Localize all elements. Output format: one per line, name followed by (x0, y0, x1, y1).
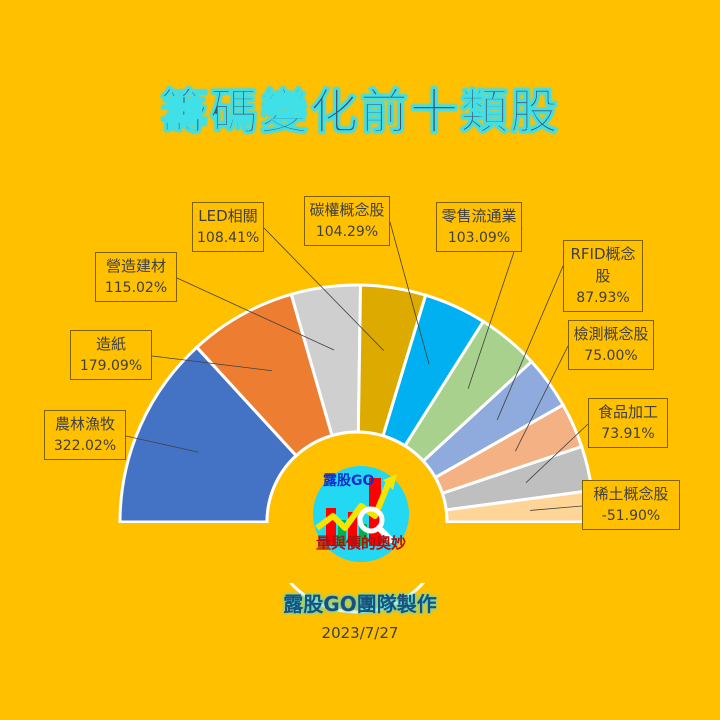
credit-text: 露股GO團隊製作 (283, 592, 437, 616)
leader-line (467, 227, 523, 389)
logo-brand: 露股GO (323, 473, 375, 489)
logo: 露股GO 量與價的奧妙 (305, 458, 415, 568)
leader-line (496, 265, 564, 420)
page-title: 籌碼變化前十類股 (159, 84, 560, 141)
data-label-value: -51.90% (601, 508, 661, 524)
leader-line (389, 221, 430, 365)
data-label-category: 稀土概念股 (593, 485, 669, 503)
data-label: RFID概念股 87.93% (563, 240, 643, 312)
data-label-category: 營造建材 (105, 257, 166, 275)
data-label-value: 75.00% (584, 348, 638, 364)
leader-line (176, 277, 335, 351)
data-label-value: 322.02% (53, 438, 117, 454)
leader-line (515, 345, 569, 452)
data-label-value: 87.93% (576, 290, 630, 306)
logo-slogan: 量與價的奧妙 (315, 534, 406, 552)
data-label: 造紙 179.09% (70, 330, 152, 380)
data-label-category: RFID概念股 (570, 245, 636, 285)
data-label-value: 115.02% (104, 280, 168, 296)
data-label-category: 碳權概念股 (309, 201, 385, 219)
data-label: 檢測概念股 75.00% (568, 320, 654, 370)
leader-line (125, 435, 199, 453)
data-label: 農林漁牧 322.02% (44, 410, 126, 460)
chart-magnifier-icon (315, 474, 397, 546)
data-label-value: 108.41% (197, 230, 260, 246)
data-label: 碳權概念股 104.29% (304, 196, 390, 246)
data-label-category: 造紙 (95, 335, 126, 353)
data-label: 零售流通業 103.09% (436, 202, 522, 252)
data-label-value: 73.91% (601, 426, 655, 442)
data-label-category: 零售流通業 (441, 207, 517, 225)
leader-line (263, 227, 384, 351)
leader-line (525, 423, 589, 483)
data-label-category: LED相關 (198, 207, 258, 225)
data-label: 稀土概念股 -51.90% (582, 480, 680, 530)
data-label: 食品加工 73.91% (588, 398, 668, 448)
data-label-category: 食品加工 (597, 403, 658, 421)
data-label-category: 農林漁牧 (54, 415, 115, 433)
leader-line (151, 355, 273, 372)
data-label: 營造建材 115.02% (95, 252, 177, 302)
data-label-value: 179.09% (79, 358, 143, 374)
data-label-value: 104.29% (315, 224, 379, 240)
leader-lines (125, 221, 589, 511)
data-label-category: 檢測概念股 (573, 325, 649, 343)
date-text: 2023/7/27 (321, 624, 399, 642)
data-label: LED相關 108.41% (192, 202, 264, 252)
data-label-value: 103.09% (447, 230, 511, 246)
leader-line (530, 505, 583, 511)
